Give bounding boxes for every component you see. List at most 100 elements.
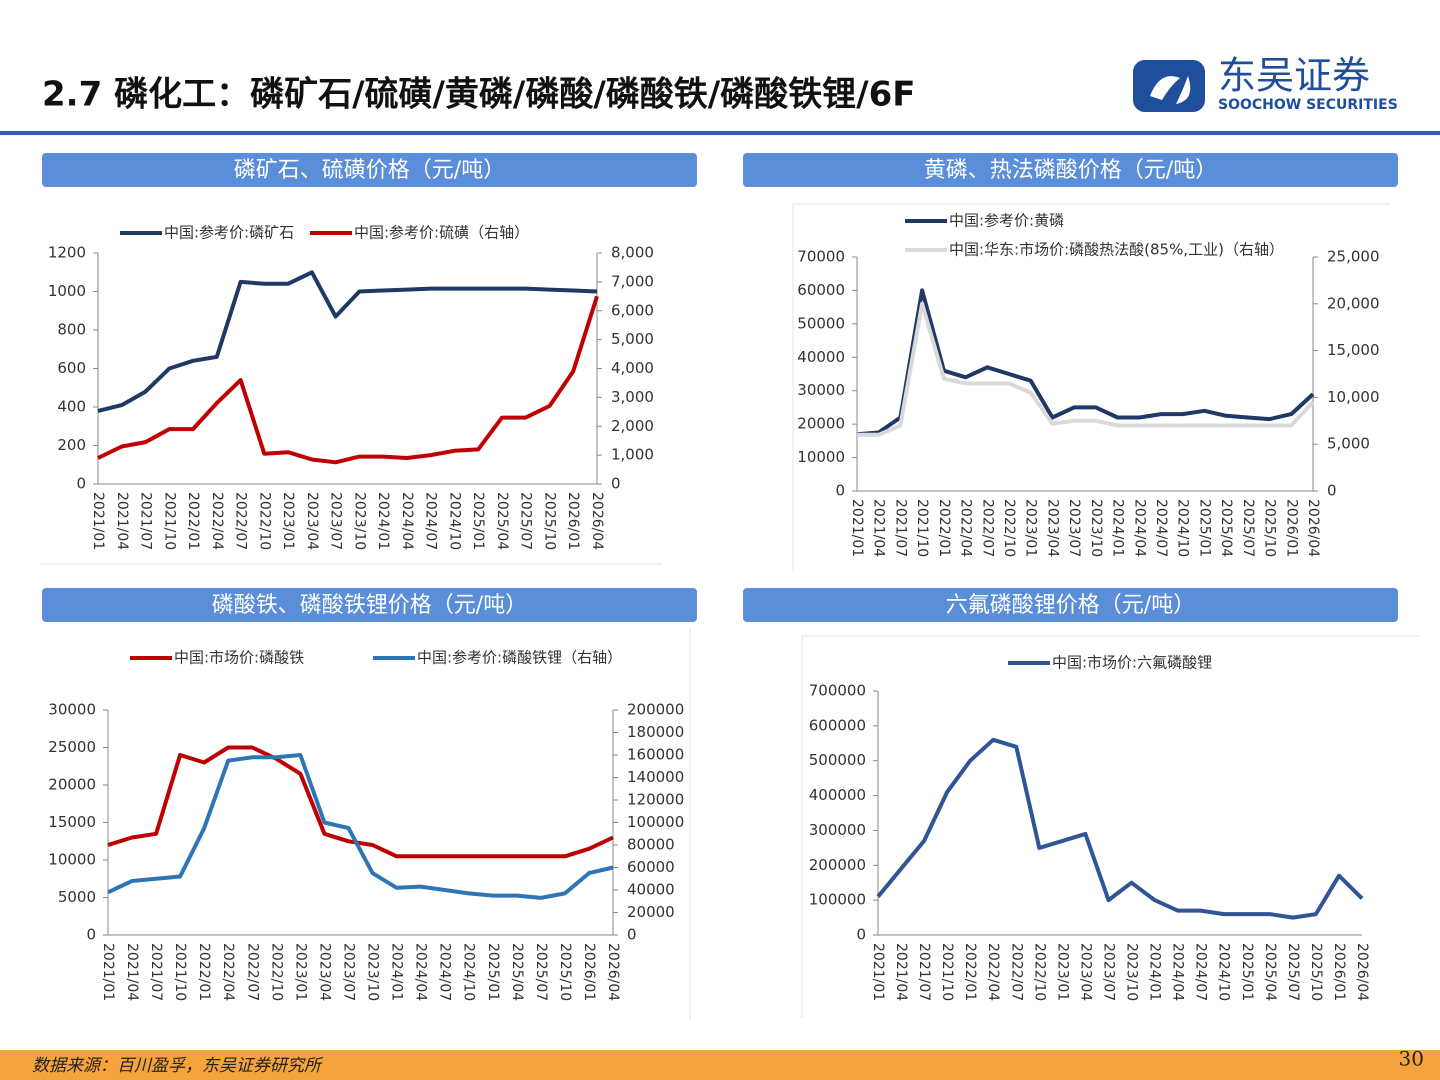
- series-line: [97, 295, 599, 465]
- x-tick-label: 2021/07: [138, 492, 154, 550]
- page-number: 30: [1399, 1047, 1424, 1071]
- x-tick-label: 2024/04: [1170, 943, 1186, 1001]
- x-tick-label: 2023/04: [1077, 943, 1093, 1001]
- y2-tick-label: 25,000: [1327, 248, 1380, 266]
- series-line: [856, 288, 1315, 437]
- x-tick-label: 2021/10: [914, 499, 930, 557]
- x-tick-label: 2026/01: [1283, 499, 1299, 557]
- x-tick-label: 2022/07: [1008, 943, 1024, 1001]
- x-tick-label: 2021/04: [114, 492, 130, 550]
- panel-title: 六氟磷酸锂价格（元/吨）: [946, 593, 1195, 618]
- x-tick-label: 2022/04: [220, 943, 236, 1001]
- x-tick-label: 2024/01: [1147, 943, 1163, 1001]
- x-tick-label: 2024/10: [1175, 499, 1191, 557]
- series-line: [857, 301, 1315, 437]
- x-tick-label: 2024/04: [1131, 499, 1147, 557]
- y-tick-label: 1000: [48, 282, 86, 300]
- y-tick-label: 10000: [797, 448, 845, 466]
- y-tick-label: 0: [76, 475, 86, 493]
- x-tick-label: 2021/07: [892, 499, 908, 557]
- y-tick-label: 5000: [58, 888, 96, 906]
- x-tick-label: 2021/01: [100, 943, 116, 1001]
- x-tick-label: 2026/01: [581, 943, 597, 1001]
- x-tick-label: 2026/04: [605, 943, 621, 1001]
- series-line: [107, 745, 614, 859]
- footer-bar: [0, 1050, 1440, 1080]
- legend-label: 中国:参考价:磷酸铁锂（右轴）: [417, 649, 622, 667]
- x-tick-label: 2026/04: [1305, 499, 1321, 557]
- y-tick-label: 40000: [797, 348, 845, 366]
- y2-tick-label: 180000: [627, 723, 684, 741]
- panel-title: 磷酸铁、磷酸铁锂价格（元/吨）: [212, 593, 527, 618]
- y-tick-label: 25000: [48, 738, 96, 756]
- y-tick-label: 10000: [48, 851, 96, 869]
- x-tick-label: 2021/07: [148, 943, 164, 1001]
- panel-title: 磷矿石、硫磺价格（元/吨）: [234, 158, 505, 183]
- x-tick-label: 2026/01: [565, 492, 581, 550]
- x-tick-label: 2025/04: [1218, 499, 1234, 557]
- x-tick-label: 2025/04: [1262, 943, 1278, 1001]
- x-tick-label: 2021/04: [871, 499, 887, 557]
- y2-tick-label: 0: [611, 475, 621, 493]
- y2-tick-label: 20000: [627, 903, 675, 921]
- x-tick-label: 2022/07: [244, 943, 260, 1001]
- x-tick-label: 2025/10: [1262, 499, 1278, 557]
- x-tick-label: 2021/01: [870, 943, 886, 1001]
- y2-tick-label: 40000: [627, 881, 675, 899]
- y-tick-label: 200000: [809, 856, 866, 874]
- panel-header: [743, 588, 1398, 622]
- x-tick-label: 2022/01: [962, 943, 978, 1001]
- x-tick-label: 2024/07: [423, 492, 439, 550]
- legend-label: 中国:华东:市场价:磷酸热法酸(85%,工业)（右轴）: [949, 241, 1284, 259]
- legend-label: 中国:参考价:黄磷: [949, 212, 1064, 230]
- x-tick-label: 2023/01: [1054, 943, 1070, 1001]
- panel-header: [743, 153, 1398, 187]
- y2-tick-label: 5,000: [611, 330, 654, 348]
- x-tick-label: 2025/07: [518, 492, 534, 550]
- logo-sub: SOOCHOW SECURITIES: [1218, 97, 1398, 113]
- legend-label: 中国:市场价:六氟磷酸锂: [1052, 654, 1212, 672]
- x-tick-label: 2024/01: [389, 943, 405, 1001]
- x-tick-label: 2024/07: [1153, 499, 1169, 557]
- y2-tick-label: 100000: [627, 813, 684, 831]
- x-tick-label: 2023/10: [365, 943, 381, 1001]
- x-tick-label: 2024/04: [399, 492, 415, 550]
- x-tick-label: 2025/01: [470, 492, 486, 550]
- panel-header: [42, 588, 697, 622]
- y-tick-label: 200: [57, 436, 86, 454]
- x-tick-label: 2022/10: [1031, 943, 1047, 1001]
- x-tick-label: 2026/04: [589, 492, 605, 550]
- y2-tick-label: 4,000: [611, 359, 654, 377]
- series-line: [97, 270, 598, 413]
- x-tick-label: 2025/01: [1239, 943, 1255, 1001]
- x-tick-label: 2024/01: [1110, 499, 1126, 557]
- x-tick-label: 2021/10: [939, 943, 955, 1001]
- y-tick-label: 30000: [797, 381, 845, 399]
- y-tick-label: 20000: [48, 776, 96, 794]
- x-tick-label: 2024/07: [437, 943, 453, 1001]
- y-tick-label: 1200: [48, 244, 86, 262]
- y-tick-label: 0: [835, 482, 845, 500]
- logo-name: 东吴证券: [1218, 54, 1370, 98]
- x-tick-label: 2024/10: [446, 492, 462, 550]
- x-tick-label: 2022/07: [233, 492, 249, 550]
- y-tick-label: 300000: [809, 821, 866, 839]
- x-tick-label: 2023/04: [316, 943, 332, 1001]
- x-tick-label: 2021/04: [893, 943, 909, 1001]
- x-tick-label: 2024/10: [461, 943, 477, 1001]
- x-tick-label: 2023/10: [1124, 943, 1140, 1001]
- x-tick-label: 2023/10: [351, 492, 367, 550]
- x-tick-label: 2023/01: [1023, 499, 1039, 557]
- y2-tick-label: 20,000: [1327, 294, 1380, 312]
- y2-tick-label: 120000: [627, 791, 684, 809]
- frame-line: [792, 203, 1390, 572]
- x-tick-label: 2023/01: [292, 943, 308, 1001]
- x-tick-label: 2024/10: [1216, 943, 1232, 1001]
- x-tick-label: 2021/10: [161, 492, 177, 550]
- x-tick-label: 2025/04: [494, 492, 510, 550]
- y2-tick-label: 3,000: [611, 388, 654, 406]
- series-line: [107, 753, 614, 900]
- y-tick-label: 20000: [797, 415, 845, 433]
- x-tick-label: 2025/07: [1285, 943, 1301, 1001]
